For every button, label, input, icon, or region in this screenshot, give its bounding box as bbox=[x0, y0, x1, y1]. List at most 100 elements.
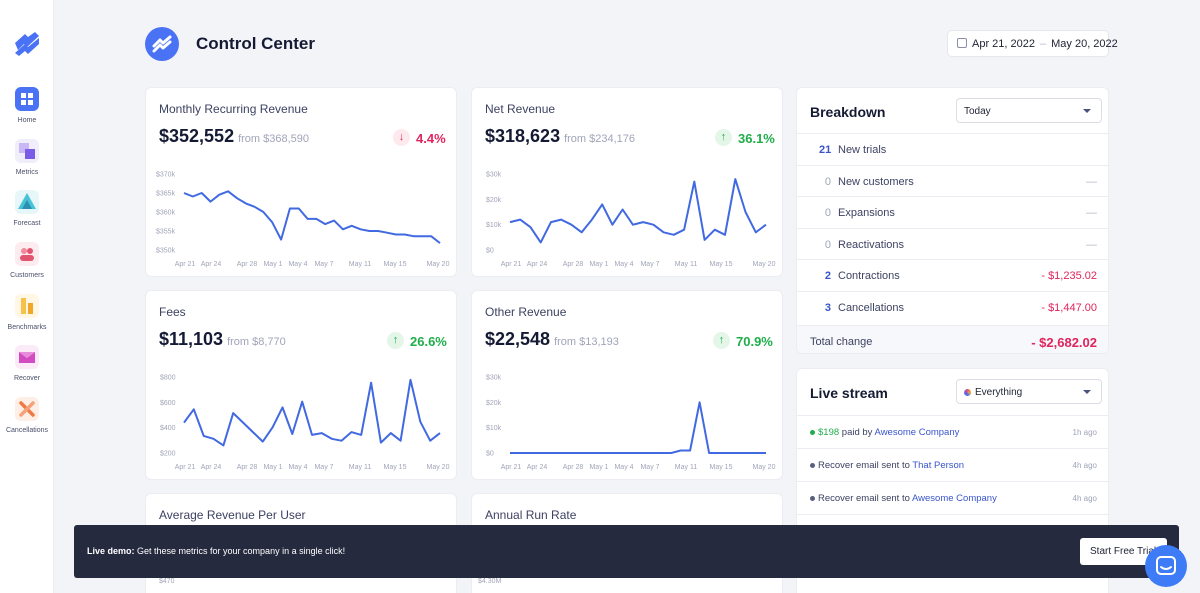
x-tick-label: Apr 28 bbox=[563, 464, 584, 471]
breakdown-row[interactable]: 0 New customers — bbox=[797, 165, 1108, 196]
arrow-up-icon: ↑ bbox=[387, 332, 404, 349]
card-change: 4.4% bbox=[416, 131, 446, 146]
y-tick-label: $470 bbox=[159, 578, 175, 585]
arr-chart: $4.30M bbox=[478, 578, 502, 585]
card-mrr[interactable]: Monthly Recurring Revenue $352,552 from $… bbox=[145, 87, 457, 277]
card-net-revenue[interactable]: Net Revenue $318,623 from $234,176 ↑ 36.1… bbox=[471, 87, 783, 277]
banner-text: Get these metrics for your company in a … bbox=[134, 546, 346, 556]
sidebar-item-cancellations[interactable]: Cancellations bbox=[0, 397, 54, 443]
x-tick-label: Apr 28 bbox=[237, 464, 258, 471]
series-line bbox=[183, 378, 441, 447]
breakdown-filter-select[interactable]: Today bbox=[956, 98, 1102, 123]
x-tick-label: May 20 bbox=[753, 464, 776, 471]
arpu-chart: $470 bbox=[159, 578, 175, 585]
card-title: Fees bbox=[159, 305, 186, 319]
total-amount: - $2,682.02 bbox=[1031, 335, 1097, 350]
stream-event[interactable]: Recover email sent to That Person 4h ago bbox=[797, 448, 1108, 481]
live-stream-filter-select[interactable]: Everything bbox=[956, 379, 1102, 404]
sidebar-item-home[interactable]: Home bbox=[0, 87, 54, 133]
sidebar-item-label: Home bbox=[17, 117, 37, 124]
y-tick-label: $360k bbox=[156, 210, 176, 217]
chartmogul-logo-icon[interactable] bbox=[13, 31, 41, 57]
sidebar-item-label: Benchmarks bbox=[7, 324, 47, 331]
row-amount: - $1,447.00 bbox=[1041, 302, 1097, 314]
event-text: $198 paid by Awesome Company bbox=[818, 427, 959, 438]
card-value: $318,623 from $234,176 bbox=[485, 126, 635, 147]
row-amount: — bbox=[1086, 207, 1097, 219]
x-tick-label: May 4 bbox=[614, 261, 633, 268]
series-line bbox=[509, 178, 767, 244]
y-tick-label: $30k bbox=[486, 375, 502, 382]
breakdown-total: Total change - $2,682.02 bbox=[797, 325, 1108, 353]
card-title: Monthly Recurring Revenue bbox=[159, 102, 308, 116]
row-label: Cancellations bbox=[838, 302, 905, 314]
x-tick-label: May 20 bbox=[753, 261, 776, 268]
status-dot bbox=[810, 463, 815, 468]
breakdown-row[interactable]: 3 Cancellations - $1,447.00 bbox=[797, 291, 1108, 322]
recover-icon bbox=[15, 345, 39, 369]
x-tick-label: May 4 bbox=[288, 261, 307, 268]
date-range-picker[interactable]: Apr 21, 2022– May 20, 2022 bbox=[947, 30, 1118, 57]
sidebar: Home Metrics Forecast Customers Benchmar… bbox=[0, 0, 54, 593]
stream-event[interactable]: Recover email sent to Awesome Company 4h… bbox=[797, 481, 1108, 514]
card-from-value: from $234,176 bbox=[564, 133, 636, 145]
x-tick-label: Apr 28 bbox=[237, 261, 258, 268]
chat-icon bbox=[1156, 556, 1176, 575]
row-count: 3 bbox=[824, 302, 831, 314]
breakdown-row[interactable]: 21 New trials bbox=[797, 133, 1108, 164]
sidebar-item-metrics[interactable]: Metrics bbox=[0, 139, 54, 185]
event-time: 4h ago bbox=[1072, 494, 1097, 503]
breakdown-row[interactable]: 0 Expansions — bbox=[797, 196, 1108, 227]
row-label: New customers bbox=[838, 176, 914, 188]
card-value: $22,548 from $13,193 bbox=[485, 329, 619, 350]
row-count: 0 bbox=[824, 176, 831, 188]
breakdown-row[interactable]: 2 Contractions - $1,235.02 bbox=[797, 259, 1108, 290]
row-label: Reactivations bbox=[838, 239, 905, 251]
sidebar-item-customers[interactable]: Customers bbox=[0, 242, 54, 288]
date-range-end: May 20, 2022 bbox=[1051, 38, 1118, 50]
x-tick-label: May 11 bbox=[349, 464, 372, 471]
customer-link[interactable]: Awesome Company bbox=[874, 427, 960, 438]
x-tick-label: May 1 bbox=[263, 464, 282, 471]
customer-link[interactable]: Awesome Company bbox=[912, 493, 997, 504]
x-tick-label: May 11 bbox=[675, 464, 698, 471]
stream-event[interactable] bbox=[797, 514, 1108, 547]
forecast-icon bbox=[15, 190, 39, 214]
x-tick-label: May 7 bbox=[640, 464, 659, 471]
sidebar-item-benchmarks[interactable]: Benchmarks bbox=[0, 294, 54, 340]
status-dot bbox=[810, 496, 815, 501]
arrow-up-icon: ↑ bbox=[715, 129, 732, 146]
y-tick-label: $350k bbox=[156, 248, 176, 255]
stream-event[interactable]: $198 paid by Awesome Company 1h ago bbox=[797, 415, 1108, 448]
x-tick-label: May 15 bbox=[710, 261, 733, 268]
x-tick-label: May 20 bbox=[427, 464, 450, 471]
breakdown-row[interactable]: 0 Reactivations — bbox=[797, 228, 1108, 259]
y-tick-label: $800 bbox=[160, 375, 176, 382]
sidebar-item-recover[interactable]: Recover bbox=[0, 345, 54, 391]
y-tick-label: $355k bbox=[156, 229, 176, 236]
chat-launcher-button[interactable] bbox=[1145, 545, 1187, 587]
y-tick-label: $600 bbox=[160, 400, 176, 407]
customer-link[interactable]: That Person bbox=[912, 460, 965, 471]
sidebar-item-forecast[interactable]: Forecast bbox=[0, 190, 54, 236]
card-other-revenue[interactable]: Other Revenue $22,548 from $13,193 ↑ 70.9… bbox=[471, 290, 783, 480]
card-title: Annual Run Rate bbox=[485, 508, 577, 522]
y-tick-label: $10k bbox=[486, 222, 502, 229]
card-value-amount: $352,552 bbox=[159, 126, 235, 146]
x-tick-label: Apr 24 bbox=[527, 261, 548, 268]
everything-icon bbox=[964, 389, 971, 396]
cancellations-icon bbox=[15, 397, 39, 421]
y-tick-label: $20k bbox=[486, 400, 502, 407]
x-tick-label: May 1 bbox=[589, 464, 608, 471]
card-fees[interactable]: Fees $11,103 from $8,770 ↑ 26.6% $800 $600… bbox=[145, 290, 457, 480]
select-value: Everything bbox=[975, 387, 1023, 398]
fees-chart: $800 $600 $400 $200 Apr 21 Apr 24 Apr 28 May 1 M… bbox=[160, 375, 450, 472]
x-tick-label: May 11 bbox=[675, 261, 698, 268]
series-line bbox=[183, 190, 441, 244]
y-tick-label: $4.30M bbox=[478, 578, 502, 585]
card-title: Average Revenue Per User bbox=[159, 508, 306, 522]
row-amount: - $1,235.02 bbox=[1041, 270, 1097, 282]
x-tick-label: Apr 24 bbox=[527, 464, 548, 471]
y-tick-label: $20k bbox=[486, 197, 502, 204]
sidebar-item-label: Customers bbox=[10, 272, 44, 279]
